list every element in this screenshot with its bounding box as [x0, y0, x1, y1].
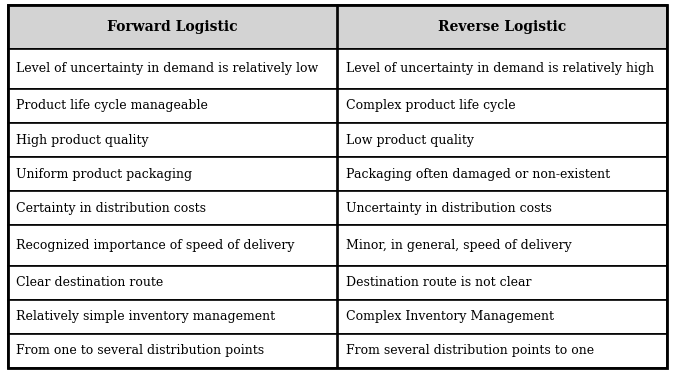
Text: Product life cycle manageable: Product life cycle manageable — [16, 100, 208, 113]
Text: Forward Logistic: Forward Logistic — [107, 20, 238, 34]
Text: Uniform product packaging: Uniform product packaging — [16, 168, 192, 181]
Bar — [338, 266, 667, 300]
Text: Level of uncertainty in demand is relatively low: Level of uncertainty in demand is relati… — [16, 62, 319, 75]
Bar — [8, 266, 338, 300]
Text: From one to several distribution points: From one to several distribution points — [16, 344, 265, 357]
Bar — [8, 123, 338, 157]
Text: Packaging often damaged or non-existent: Packaging often damaged or non-existent — [346, 168, 610, 181]
Bar — [338, 89, 667, 123]
Bar — [338, 300, 667, 334]
Bar — [338, 48, 667, 89]
Bar — [338, 225, 667, 266]
Text: Low product quality: Low product quality — [346, 134, 474, 147]
Bar — [8, 191, 338, 225]
Bar — [338, 123, 667, 157]
Bar — [8, 5, 338, 48]
Bar — [8, 300, 338, 334]
Bar — [8, 48, 338, 89]
Text: Uncertainty in distribution costs: Uncertainty in distribution costs — [346, 202, 551, 215]
Bar — [8, 157, 338, 191]
Bar — [8, 334, 338, 368]
Text: Reverse Logistic: Reverse Logistic — [438, 20, 566, 34]
Bar — [338, 191, 667, 225]
Text: Clear destination route: Clear destination route — [16, 276, 163, 289]
Bar — [8, 89, 338, 123]
Bar — [338, 157, 667, 191]
Text: Complex Inventory Management: Complex Inventory Management — [346, 310, 554, 323]
Text: Complex product life cycle: Complex product life cycle — [346, 100, 515, 113]
Text: Minor, in general, speed of delivery: Minor, in general, speed of delivery — [346, 239, 571, 252]
Text: High product quality: High product quality — [16, 134, 148, 147]
Text: From several distribution points to one: From several distribution points to one — [346, 344, 594, 357]
Text: Certainty in distribution costs: Certainty in distribution costs — [16, 202, 206, 215]
Text: Recognized importance of speed of delivery: Recognized importance of speed of delive… — [16, 239, 295, 252]
Bar — [338, 5, 667, 48]
Bar — [338, 334, 667, 368]
Text: Relatively simple inventory management: Relatively simple inventory management — [16, 310, 275, 323]
Text: Destination route is not clear: Destination route is not clear — [346, 276, 531, 289]
Text: Level of uncertainty in demand is relatively high: Level of uncertainty in demand is relati… — [346, 62, 653, 75]
Bar — [8, 225, 338, 266]
